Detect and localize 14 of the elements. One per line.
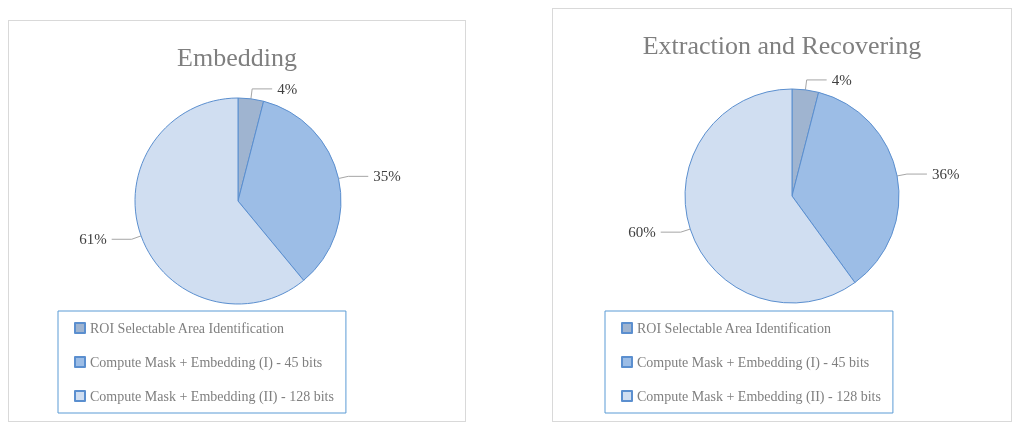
data-label: 60% (628, 224, 656, 241)
legend-label: ROI Selectable Area Identification (637, 320, 831, 336)
data-label: 4% (277, 80, 298, 97)
chart-title: Embedding (177, 42, 297, 72)
data-label: 35% (373, 168, 401, 185)
data-label: 36% (931, 166, 960, 183)
legend-label: Compute Mask + Embedding (I) - 45 bits (90, 354, 323, 371)
chart-title: Extraction and Recovering (642, 30, 922, 60)
legend-label: ROI Selectable Area Identification (90, 320, 284, 336)
data-label: 61% (79, 231, 107, 248)
legend-label: Compute Mask + Embedding (II) - 128 bits (90, 388, 334, 405)
legend-label: Compute Mask + Embedding (I) - 45 bits (637, 354, 870, 371)
legend-label: Compute Mask + Embedding (II) - 128 bits (637, 388, 881, 405)
data-label: 4% (831, 71, 852, 88)
